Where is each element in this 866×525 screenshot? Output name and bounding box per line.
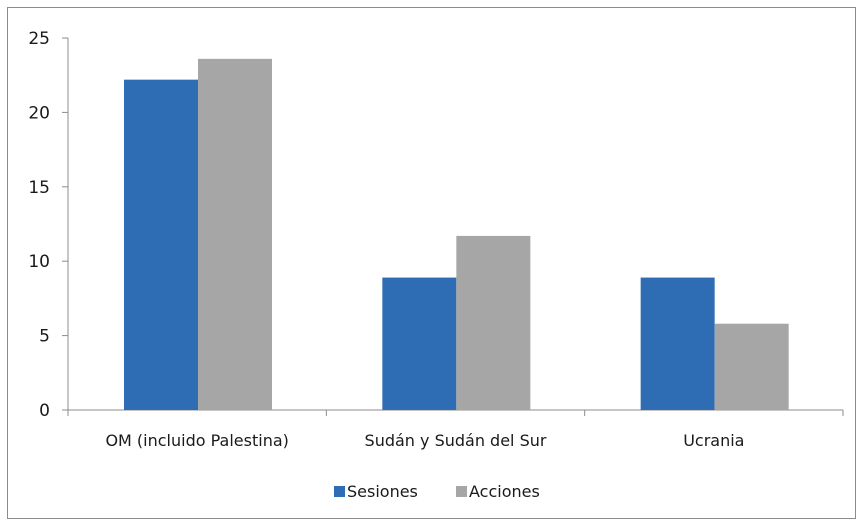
legend-label-sesiones: Sesiones bbox=[347, 482, 418, 501]
bar-sesiones-2 bbox=[640, 277, 715, 410]
category-label: Sudán y Sudán del Sur bbox=[365, 431, 547, 450]
y-tick-label: 0 bbox=[39, 401, 50, 421]
legend-swatch-acciones bbox=[456, 486, 467, 497]
bars bbox=[124, 58, 789, 410]
category-label: Ucrania bbox=[683, 431, 744, 450]
y-axis-ticks: 0 5 10 15 20 25 bbox=[28, 29, 68, 421]
legend-swatch-sesiones bbox=[334, 486, 345, 497]
bar-acciones-0 bbox=[198, 58, 272, 410]
y-tick-label: 5 bbox=[39, 327, 50, 347]
y-tick-label: 25 bbox=[28, 29, 50, 49]
category-labels: OM (incluido Palestina) Sudán y Sudán del… bbox=[105, 431, 744, 450]
y-tick-label: 20 bbox=[28, 103, 50, 123]
bar-acciones-2 bbox=[714, 323, 789, 410]
bar-sesiones-0 bbox=[124, 79, 198, 410]
y-tick-label: 15 bbox=[28, 178, 50, 198]
x-axis-ticks bbox=[67, 410, 844, 416]
category-label: OM (incluido Palestina) bbox=[105, 431, 288, 450]
bar-sesiones-1 bbox=[382, 277, 457, 410]
y-tick-label: 10 bbox=[28, 252, 50, 272]
bar-acciones-1 bbox=[456, 235, 531, 410]
legend-label-acciones: Acciones bbox=[469, 482, 540, 501]
legend: Sesiones Acciones bbox=[334, 482, 540, 501]
